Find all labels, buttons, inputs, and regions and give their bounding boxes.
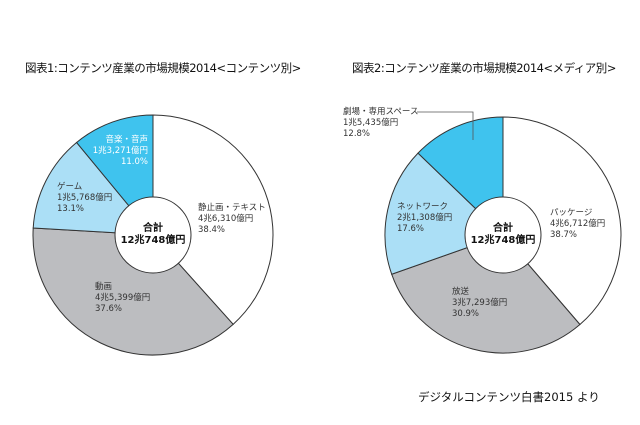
chart-2-label-0: パッケージ 4兆6,712億円 38.7% xyxy=(550,208,606,240)
chart-1-label-3: 音楽・音声 1兆3,271億円 11.0% xyxy=(92,135,148,167)
chart-1-slice-1 xyxy=(32,227,234,356)
chart-2-center-hole xyxy=(464,196,542,274)
chart-2-leader-line xyxy=(417,111,474,140)
chart-2-slice-1 xyxy=(391,234,581,354)
chart-1-center-hole xyxy=(114,196,192,274)
chart-2-label-2: ネットワーク 2兆1,308億円 17.6% xyxy=(397,202,453,234)
chart-1-title: 図表1:コンテンツ産業の市場規模2014<コンテンツ別> xyxy=(25,61,301,75)
chart-2-slice-0 xyxy=(502,116,622,326)
chart-2-label-3: 劇場・専用スペース 1兆5,435億円 12.8% xyxy=(343,107,419,139)
chart-1-slice-0 xyxy=(152,114,274,326)
chart-2-label-1: 放送 3兆7,293億円 30.9% xyxy=(452,287,508,319)
chart-2-total: 合計 12兆748億円 xyxy=(470,223,536,246)
source-note: デジタルコンテンツ白書2015 より xyxy=(418,390,600,404)
chart-1-label-1: 動画 4兆5,399億円 37.6% xyxy=(95,282,151,314)
chart-1-label-0: 静止画・テキスト 4兆6,310億円 38.4% xyxy=(198,203,266,235)
chart-1-total: 合計 12兆748億円 xyxy=(120,223,186,246)
chart-2-title: 図表2:コンテンツ産業の市場規模2014<メディア別> xyxy=(352,61,616,75)
chart-1-label-2: ゲーム 1兆5,768億円 13.1% xyxy=(57,182,113,214)
